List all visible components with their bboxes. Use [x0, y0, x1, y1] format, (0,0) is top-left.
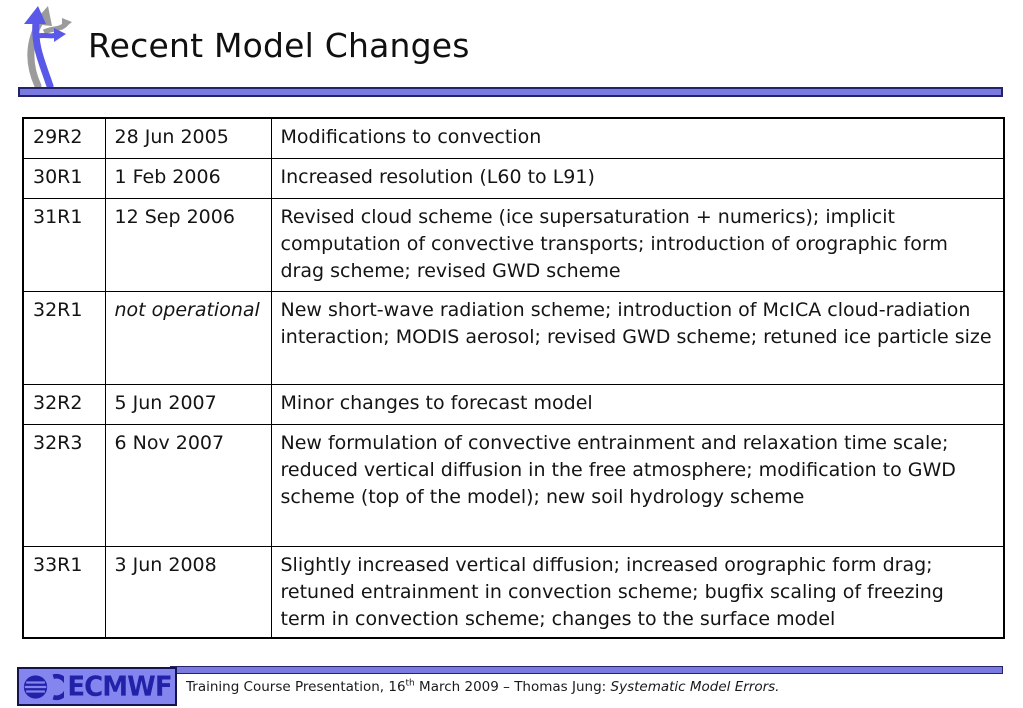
description-cell: New short-wave radiation scheme; introdu… — [270, 290, 1005, 385]
date-cell: 1 Feb 2006 — [104, 157, 272, 199]
table-row: 30R1 1 Feb 2006 Increased resolution (L6… — [22, 157, 1005, 199]
page-title: Recent Model Changes — [88, 26, 470, 65]
ecmwf-logo: ECMWF — [17, 667, 177, 706]
description-cell: New formulation of convective entrainmen… — [270, 423, 1005, 547]
description-cell: Slightly increased vertical diffusion; i… — [270, 545, 1005, 639]
version-cell: 32R3 — [22, 423, 106, 547]
date-cell: 6 Nov 2007 — [104, 423, 272, 547]
version-cell: 32R2 — [22, 383, 106, 425]
version-cell: 32R1 — [22, 290, 106, 385]
ecmwf-globe-icon — [24, 673, 65, 700]
description-cell: Revised cloud scheme (ice supersaturatio… — [270, 197, 1005, 292]
model-changes-table: 29R2 28 Jun 2005 Modifications to convec… — [22, 117, 1005, 639]
footer-divider-bar — [170, 666, 1003, 674]
footer-caption-superscript: th — [405, 678, 415, 689]
footer-caption-italic-title: Systematic Model Errors. — [610, 679, 780, 695]
version-cell: 30R1 — [22, 157, 106, 199]
footer-caption-prefix: Training Course Presentation, 16 — [186, 679, 406, 695]
table-row: 33R1 3 Jun 2008 Slightly increased verti… — [22, 545, 1005, 639]
description-cell: Increased resolution (L60 to L91) — [270, 157, 1005, 199]
slide-corner-arrows-icon — [24, 6, 72, 88]
date-cell: 28 Jun 2005 — [104, 117, 272, 159]
table-row: 29R2 28 Jun 2005 Modifications to convec… — [22, 117, 1005, 159]
table-row: 32R3 6 Nov 2007 New formulation of conve… — [22, 423, 1005, 547]
version-cell: 33R1 — [22, 545, 106, 639]
footer-caption: Training Course Presentation, 16th March… — [186, 679, 779, 695]
version-cell: 31R1 — [22, 197, 106, 292]
date-cell-not-operational: not operational — [104, 290, 272, 385]
title-divider-bar — [18, 87, 1003, 97]
table-row: 32R1 not operational New short-wave radi… — [22, 290, 1005, 385]
table-row: 31R1 12 Sep 2006 Revised cloud scheme (i… — [22, 197, 1005, 292]
date-cell: 3 Jun 2008 — [104, 545, 272, 639]
description-cell: Modifications to convection — [270, 117, 1005, 159]
date-cell: 12 Sep 2006 — [104, 197, 272, 292]
table-row: 32R2 5 Jun 2007 Minor changes to forecas… — [22, 383, 1005, 425]
version-cell: 29R2 — [22, 117, 106, 159]
footer-caption-middle: March 2009 – Thomas Jung: — [414, 679, 611, 695]
date-cell: 5 Jun 2007 — [104, 383, 272, 425]
description-cell: Minor changes to forecast model — [270, 383, 1005, 425]
ecmwf-logo-text: ECMWF — [67, 670, 172, 703]
